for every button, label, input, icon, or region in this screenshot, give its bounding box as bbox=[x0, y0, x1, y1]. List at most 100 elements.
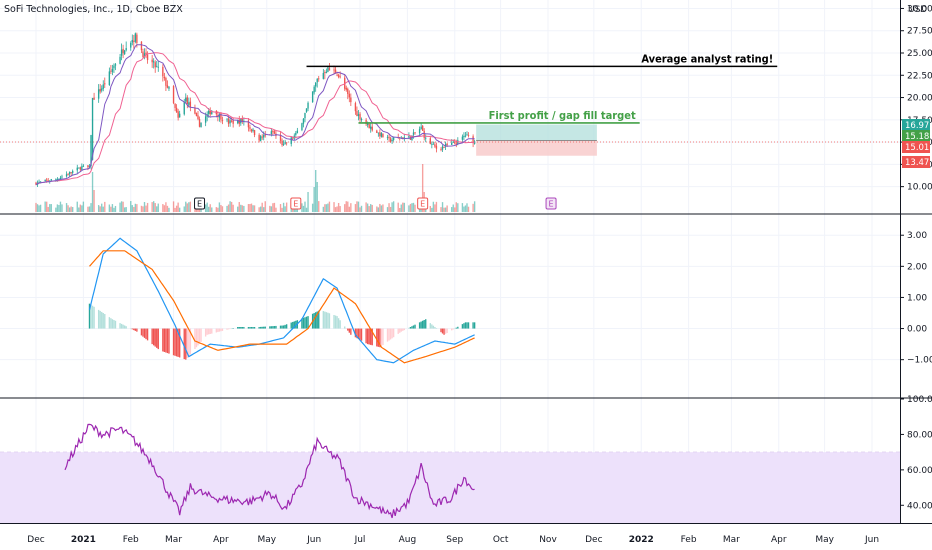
volume-bar bbox=[218, 202, 221, 212]
macd-histogram-bar bbox=[165, 328, 167, 353]
candle-body bbox=[388, 136, 390, 139]
volume-bar bbox=[370, 204, 372, 212]
macd-histogram-bar bbox=[123, 325, 126, 329]
macd-pane[interactable] bbox=[0, 215, 900, 397]
volume-bar bbox=[186, 203, 188, 212]
macd-histogram-bar bbox=[88, 303, 91, 329]
macd-histogram-bar bbox=[318, 310, 320, 329]
volume-bar bbox=[350, 203, 352, 212]
volume-bar bbox=[443, 207, 445, 212]
macd-histogram-bar bbox=[293, 321, 295, 329]
candle-body bbox=[70, 172, 72, 173]
volume-bar bbox=[411, 203, 413, 212]
candle-body bbox=[431, 143, 433, 145]
macd-histogram-bar bbox=[440, 328, 442, 333]
volume-bar bbox=[49, 204, 51, 212]
time-tick-label: Apr bbox=[771, 535, 787, 545]
candle-body bbox=[197, 115, 199, 120]
volume-bar bbox=[388, 203, 390, 212]
macd-histogram-bar bbox=[412, 325, 415, 329]
macd-histogram-bar bbox=[253, 327, 256, 329]
candle-body bbox=[412, 132, 415, 135]
candle-body bbox=[348, 93, 350, 98]
volume-bar bbox=[232, 204, 234, 212]
candle-body bbox=[261, 136, 263, 138]
candle-body bbox=[258, 134, 260, 141]
candle-body bbox=[204, 116, 207, 123]
price-pane[interactable] bbox=[0, 0, 900, 213]
volume-bar bbox=[461, 203, 464, 212]
candle-body bbox=[354, 103, 357, 112]
macd-histogram-bar bbox=[143, 328, 146, 338]
macd-histogram-bar bbox=[168, 328, 170, 354]
macd-histogram-bar bbox=[423, 320, 425, 329]
volume-bar bbox=[408, 205, 410, 212]
macd-histogram-bar bbox=[275, 325, 277, 329]
time-tick-label: 2022 bbox=[629, 535, 654, 545]
volume-bar bbox=[221, 206, 224, 212]
volume-bar bbox=[44, 201, 46, 212]
volume-bar bbox=[240, 204, 242, 212]
macd-histogram-bar bbox=[99, 310, 101, 329]
candle-body bbox=[316, 78, 318, 83]
volume-bar bbox=[102, 206, 104, 212]
macd-histogram-bar bbox=[370, 328, 372, 345]
volume-bar bbox=[237, 206, 239, 212]
macd-histogram-bar bbox=[140, 328, 143, 336]
volume-bar bbox=[339, 206, 341, 212]
candle-body bbox=[403, 137, 406, 139]
volume-bar bbox=[131, 205, 133, 212]
candle-body bbox=[208, 110, 210, 114]
price-tag-label: 15.18 bbox=[905, 132, 929, 142]
time-axis[interactable]: Dec 2021 Feb Mar Apr May Jun Jul Aug Sep Oct Nov Dec… bbox=[27, 535, 879, 545]
candle-body bbox=[434, 144, 436, 147]
macd-histogram-bar bbox=[359, 328, 361, 340]
volume-bar bbox=[78, 207, 80, 212]
candle-body bbox=[88, 166, 91, 168]
macd-histogram-bar bbox=[357, 328, 360, 340]
macd-histogram-bar bbox=[316, 311, 318, 329]
volume-bar bbox=[38, 205, 40, 212]
candle-body bbox=[253, 130, 256, 136]
candle-body bbox=[356, 111, 358, 117]
earnings-event-label: E bbox=[420, 200, 425, 209]
annotations[interactable]: Average analyst rating! First profit / ga… bbox=[306, 52, 778, 124]
macd-histogram-bar bbox=[146, 328, 149, 341]
volume-bar bbox=[166, 205, 169, 212]
volume-bar bbox=[120, 201, 123, 212]
volume-bar bbox=[70, 206, 72, 212]
volume-bar bbox=[324, 204, 326, 212]
volume-bar bbox=[275, 207, 277, 212]
stop-zone bbox=[476, 140, 597, 156]
candle-body bbox=[120, 49, 123, 56]
macd-axis[interactable]: 3.00 2.00 1.00 0.00 −1.00 bbox=[900, 231, 932, 366]
macd-histogram-bar bbox=[108, 317, 111, 329]
volume-bar bbox=[122, 201, 124, 212]
price-tag-label: 16.97 bbox=[905, 121, 929, 131]
macd-histogram-bar bbox=[302, 317, 305, 329]
volume-bar bbox=[467, 206, 470, 212]
volume-bar bbox=[56, 204, 59, 212]
position-tool[interactable] bbox=[0, 124, 900, 156]
time-tick-label: Oct bbox=[493, 535, 509, 545]
earnings-event-label: E bbox=[549, 200, 554, 209]
macd-histogram-bar bbox=[411, 326, 413, 329]
macd-histogram-bar bbox=[457, 326, 459, 329]
volume-bar bbox=[344, 204, 346, 212]
macd-histogram-bar bbox=[93, 306, 95, 329]
macd-histogram-bar bbox=[247, 327, 250, 329]
candle-body bbox=[218, 114, 221, 118]
volume-bar bbox=[68, 207, 71, 212]
volume-bar bbox=[455, 202, 457, 212]
candle-body bbox=[104, 83, 106, 85]
macd-tick-label: 1.00 bbox=[907, 293, 927, 303]
macd-histogram-bar bbox=[425, 319, 427, 329]
candle-body bbox=[162, 66, 164, 77]
volume-bar bbox=[65, 203, 68, 212]
macd-histogram-bar bbox=[461, 324, 464, 329]
candle-body bbox=[472, 136, 474, 144]
rsi-axis[interactable]: 100.00 80.00 60.00 40.00 bbox=[900, 395, 932, 511]
volume-bar bbox=[431, 207, 433, 212]
